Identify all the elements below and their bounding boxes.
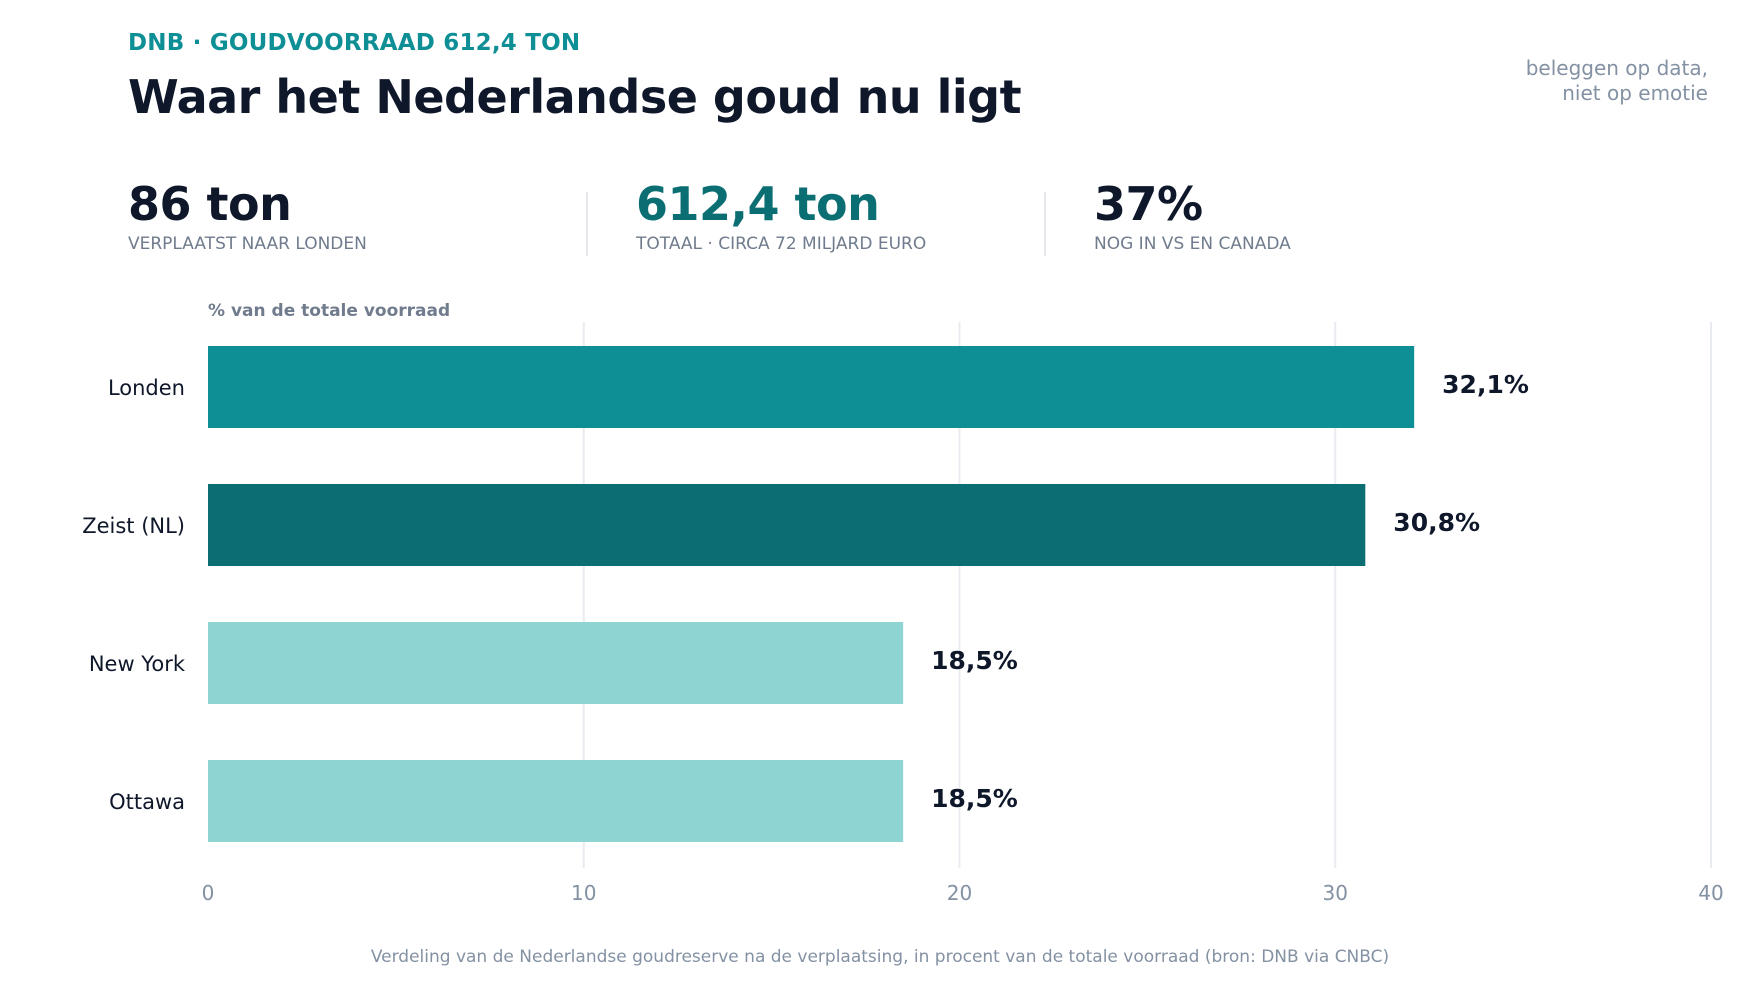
stat-label: TOTAAL · CIRCA 72 MILJARD EURO — [636, 234, 927, 254]
value-label: 18,5% — [931, 646, 1018, 675]
value-labels: 32,1% 30,8% 18,5% 18,5% — [931, 370, 1529, 813]
tagline-line-1: beleggen op data, — [1525, 56, 1708, 80]
x-tick-label: 0 — [202, 881, 215, 905]
category-label: Zeist (NL) — [82, 514, 185, 538]
tagline-line-2: niet op emotie — [1562, 81, 1708, 105]
stat-value: 86 ton — [128, 177, 292, 231]
bar — [208, 484, 1366, 566]
stat-value: 37% — [1094, 177, 1203, 231]
x-tick-labels: 0 10 20 30 40 — [202, 881, 1724, 905]
bars — [208, 346, 1415, 842]
stat-divider — [1044, 192, 1046, 256]
category-labels: Londen Zeist (NL) New York Ottawa — [82, 376, 186, 814]
category-label: New York — [89, 652, 186, 676]
value-label: 32,1% — [1442, 370, 1529, 399]
bar — [208, 346, 1415, 428]
page-title: Waar het Nederlandse goud nu ligt — [128, 70, 1022, 124]
bar — [208, 622, 904, 704]
x-tick-label: 40 — [1698, 881, 1723, 905]
value-label: 30,8% — [1393, 508, 1480, 537]
stat-label: NOG IN VS EN CANADA — [1094, 234, 1291, 254]
x-tick-label: 10 — [571, 881, 596, 905]
chart-caption: Verdeling van de Nederlandse goudreserve… — [370, 947, 1390, 967]
value-label: 18,5% — [931, 784, 1018, 813]
bar — [208, 760, 904, 842]
y-axis-label: % van de totale voorraad — [208, 301, 450, 321]
stat-total-stock: 612,4 ton TOTAAL · CIRCA 72 MILJARD EURO — [636, 176, 926, 254]
stat-label: VERPLAATST NAAR LONDEN — [128, 234, 367, 254]
stat-value: 612,4 ton — [636, 177, 880, 231]
bar-chart: Londen Zeist (NL) New York Ottawa 32,1% 30,8… — [82, 301, 1724, 905]
x-tick-label: 30 — [1323, 881, 1348, 905]
stat-moved-to-london: 86 ton VERPLAATST NAAR LONDEN — [128, 176, 367, 254]
category-label: Londen — [108, 376, 185, 400]
category-label: Ottawa — [109, 790, 185, 814]
stat-us-canada-share: 37% NOG IN VS EN CANADA — [1094, 176, 1291, 254]
kicker: DNB · GOUDVOORRAAD 612,4 TON — [128, 30, 581, 56]
x-tick-label: 20 — [947, 881, 972, 905]
tagline: beleggen op data, niet op emotie — [1448, 56, 1708, 106]
stat-divider — [586, 192, 588, 256]
